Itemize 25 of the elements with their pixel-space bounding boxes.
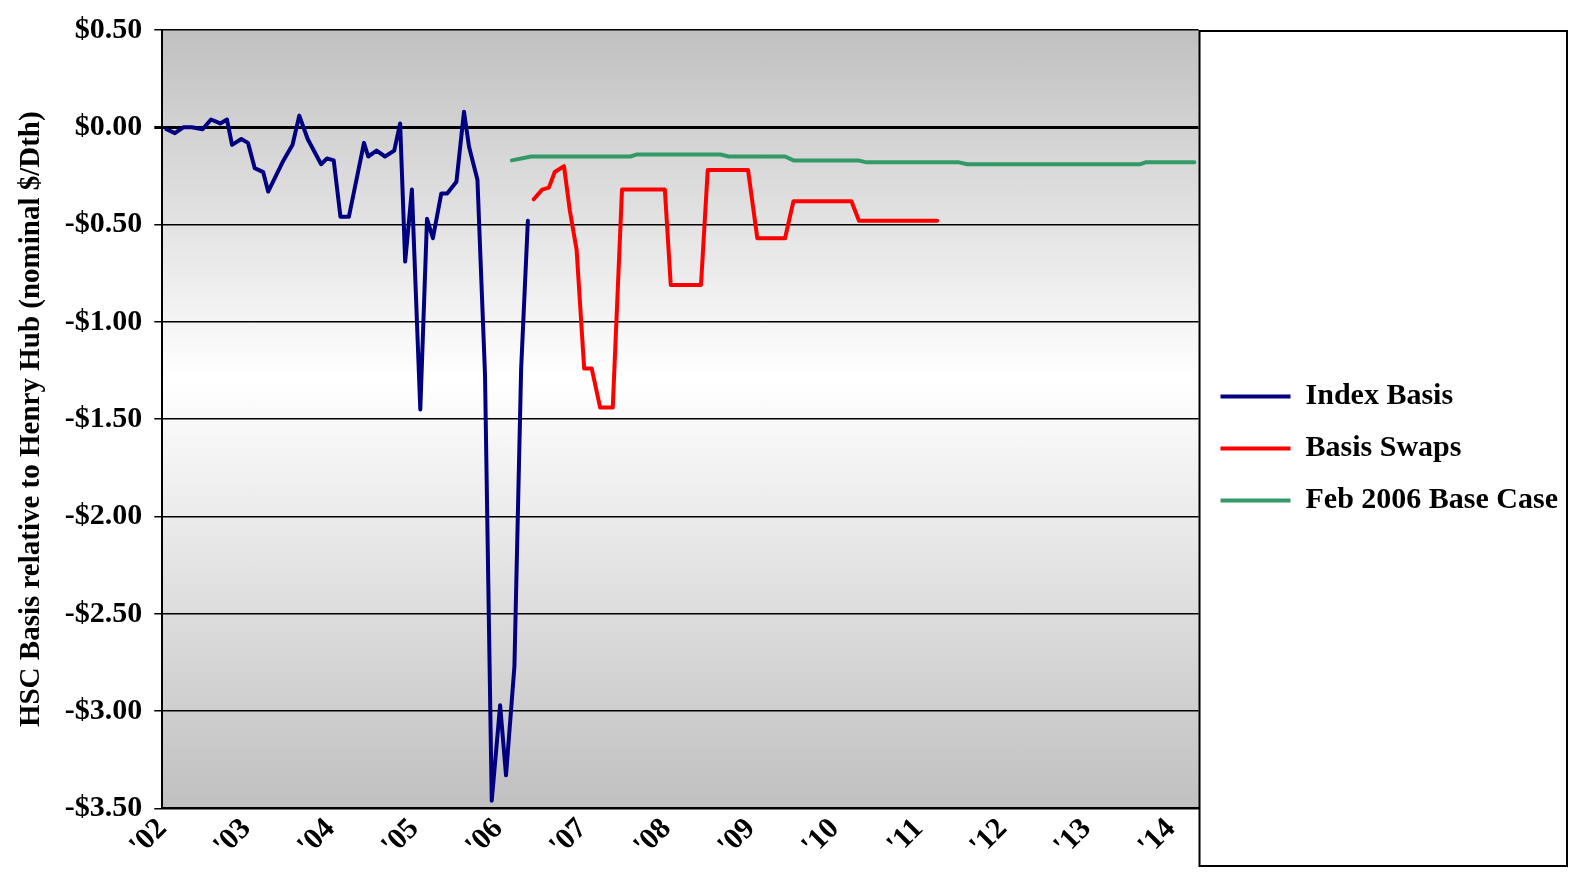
y-tick-label: -$3.50 [64,789,143,823]
x-tick-label: '09 [709,810,761,861]
y-tick-label: -$1.00 [64,302,143,336]
x-tick-label: '06 [457,810,509,861]
legend-label: Feb 2006 Base Case [1305,481,1558,515]
y-tick-label: -$2.00 [64,497,143,531]
y-tick-label: -$1.50 [64,399,143,433]
x-tick-label: '14 [1130,810,1181,861]
y-axis-title: HSC Basis relative to Henry Hub (nominal $/Dth) [12,111,46,728]
x-tick-label: '11 [879,810,929,860]
x-tick-label: '10 [793,810,845,861]
y-tick-label: -$3.00 [64,691,143,725]
x-tick-label: '03 [205,810,257,861]
legend-label: Index Basis [1305,377,1454,411]
y-tick-label: -$0.50 [64,205,143,239]
x-tick-label: '08 [625,810,677,861]
y-tick-label: -$2.50 [64,594,143,628]
x-tick-label: '12 [961,810,1013,861]
x-tick-label: '13 [1046,810,1097,861]
y-tick-label: $0.00 [74,108,143,142]
x-tick-label: '07 [541,810,593,861]
x-tick-label: '04 [289,810,341,861]
x-tick-label: '05 [373,810,425,861]
y-tick-label: $0.50 [74,10,143,44]
legend-label: Basis Swaps [1305,429,1462,463]
